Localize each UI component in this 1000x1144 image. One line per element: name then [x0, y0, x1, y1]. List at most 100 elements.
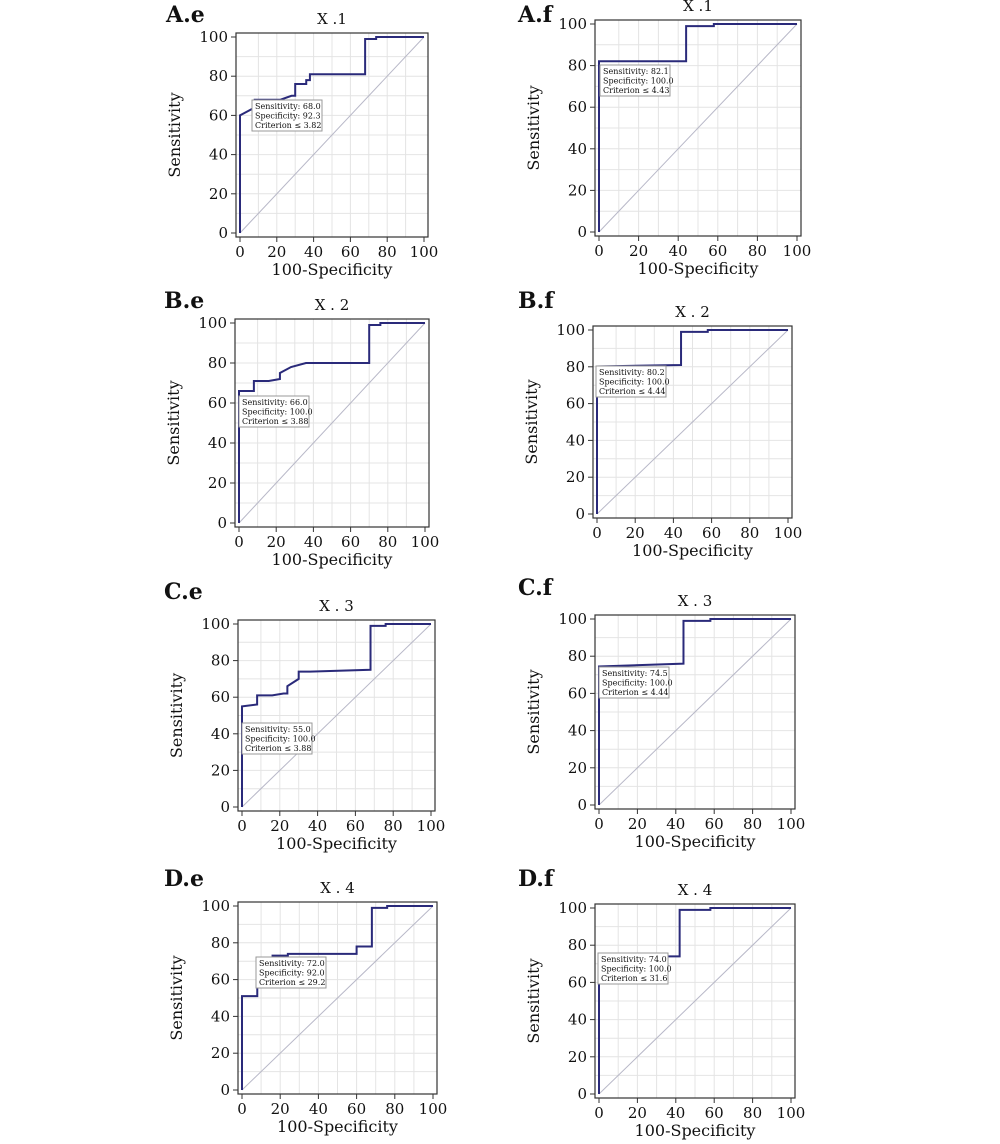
- y-tick-label: 20: [568, 759, 587, 777]
- y-tick-label: 60: [209, 106, 228, 124]
- annotation-line: Specificity: 92.0: [259, 969, 325, 978]
- x-tick-label: 60: [705, 815, 724, 833]
- y-axis-label: Sensitivity: [165, 92, 184, 177]
- y-tick-label: 20: [568, 181, 587, 199]
- reference-diagonal: [239, 36, 425, 234]
- x-tick-label: 20: [628, 815, 647, 833]
- roc-chart: 0 20 40 60 80 100 0 20 40 60 80 100 X . 4 100-Specifi…: [524, 881, 806, 1140]
- x-tick-label: 20: [267, 533, 286, 551]
- plot-frame: [594, 614, 796, 810]
- annotation-frame: [598, 666, 670, 699]
- panel-label: B.e: [164, 288, 205, 314]
- reference-diagonal: [241, 623, 432, 808]
- y-tick-label: 100: [558, 899, 587, 917]
- annotation-line: Sensitivity: 72.0: [259, 959, 325, 968]
- x-tick-label: 80: [748, 242, 767, 260]
- y-tick-label: 80: [209, 67, 228, 85]
- y-tick-label: 20: [566, 468, 585, 486]
- x-tick-label: 100: [777, 815, 806, 833]
- y-tick-label: 20: [208, 474, 227, 492]
- annotation-line: Criterion ≤ 3.82: [255, 121, 321, 130]
- roc-panel-b-e: B.e 0 20 40 60 80 100 0 20 40 60 80 100 X . 2 100-Spe…: [160, 286, 600, 569]
- x-tick-label: 100: [410, 243, 439, 261]
- y-tick-label: 20: [211, 761, 230, 779]
- roc-chart: 0 20 40 60 80 100 0 20 40 60 80 100 X .1 100-Specific…: [165, 10, 439, 279]
- annotation-line: Specificity: 100.0: [602, 679, 673, 688]
- annotation-line: Sensitivity: 68.0: [255, 102, 321, 111]
- x-tick-label: 80: [740, 524, 759, 542]
- x-axis-label: 100-Specificity: [277, 1117, 398, 1136]
- y-tick-label: 20: [211, 1044, 230, 1062]
- panel-label: C.e: [164, 579, 203, 605]
- x-tick-label: 100: [777, 1104, 806, 1122]
- y-tick-label: 60: [568, 973, 587, 991]
- annotation-line: Sensitivity: 66.0: [242, 398, 308, 407]
- y-tick-label: 20: [209, 185, 228, 203]
- x-tick-label: 40: [304, 533, 323, 551]
- y-tick-label: 60: [568, 98, 587, 116]
- y-axis-label: Sensitivity: [167, 673, 186, 758]
- y-tick-label: 100: [198, 314, 227, 332]
- x-axis-label: 100-Specificity: [272, 550, 393, 569]
- y-tick-label: 0: [218, 224, 228, 242]
- y-tick-label: 0: [220, 798, 230, 816]
- chart-title: X .1: [317, 10, 347, 28]
- roc-chart: 0 20 40 60 80 100 0 20 40 60 80 100 X . 2 100-Specifi…: [164, 296, 440, 569]
- annotation-frame: [238, 395, 310, 428]
- panel-label: A.e: [166, 2, 205, 28]
- y-axis-label: Sensitivity: [167, 955, 186, 1040]
- annotation-line: Criterion ≤ 3.88: [245, 744, 311, 753]
- plot-frame: [237, 619, 436, 812]
- y-tick-label: 40: [211, 1007, 230, 1025]
- roc-curve: [598, 23, 797, 232]
- y-tick-label: 80: [211, 652, 230, 670]
- roc-panel-c-f: C.f 0 20 40 60 80 100 0 20 40 60 80 100 X . 3 100-Spe…: [515, 573, 955, 853]
- reference-diagonal: [596, 329, 789, 515]
- roc-chart: 0 20 40 60 80 100 0 20 40 60 80 100 X . 3 100-Specifi…: [524, 592, 806, 851]
- roc-curve: [238, 322, 425, 523]
- roc-panel-d-f: D.f 0 20 40 60 80 100 0 20 40 60 80 100 X . 4 100-Spe…: [515, 864, 955, 1144]
- x-tick-label: 100: [411, 533, 440, 551]
- x-tick-label: 100: [417, 817, 446, 835]
- x-tick-label: 40: [309, 1100, 328, 1118]
- annotation-line: Criterion ≤ 3.88: [242, 417, 308, 426]
- annotation-line: Specificity: 100.0: [599, 378, 670, 387]
- y-tick-label: 0: [577, 223, 587, 241]
- grid: [595, 20, 801, 236]
- y-tick-label: 40: [209, 146, 228, 164]
- y-tick-label: 100: [201, 897, 230, 915]
- x-tick-label: 40: [304, 243, 323, 261]
- reference-diagonal: [598, 618, 792, 806]
- roc-panel-a-e: A.e 0 20 40 60 80 100 0 20 40 60 80 100 X .1 100-Spec…: [160, 0, 600, 280]
- y-axis-label: Sensitivity: [524, 669, 543, 754]
- y-tick-label: 40: [208, 434, 227, 452]
- y-tick-label: 80: [568, 936, 587, 954]
- x-tick-label: 20: [271, 1100, 290, 1118]
- x-tick-label: 80: [743, 1104, 762, 1122]
- x-tick-label: 0: [234, 533, 244, 551]
- annotation-line: Sensitivity: 74.0: [601, 955, 667, 964]
- panel-label: D.e: [164, 866, 204, 892]
- annotation-line: Specificity: 92.3: [255, 112, 321, 121]
- x-axis-label: 100-Specificity: [638, 259, 759, 278]
- y-tick-label: 0: [577, 796, 587, 814]
- x-tick-label: 0: [592, 524, 602, 542]
- y-tick-label: 40: [566, 431, 585, 449]
- chart-title: X . 2: [675, 303, 710, 321]
- x-axis-label: 100-Specificity: [635, 832, 756, 851]
- y-tick-label: 80: [568, 57, 587, 75]
- y-tick-label: 100: [558, 15, 587, 33]
- x-axis-label: 100-Specificity: [632, 541, 753, 560]
- y-tick-label: 60: [566, 395, 585, 413]
- annotation-frame: [251, 99, 323, 132]
- annotation-line: Criterion ≤ 4.44: [599, 387, 665, 396]
- plot-frame: [235, 32, 429, 238]
- y-axis-label: Sensitivity: [522, 379, 541, 464]
- y-axis-label: Sensitivity: [164, 380, 183, 465]
- x-tick-label: 100: [774, 524, 803, 542]
- panel-label: D.f: [518, 866, 554, 892]
